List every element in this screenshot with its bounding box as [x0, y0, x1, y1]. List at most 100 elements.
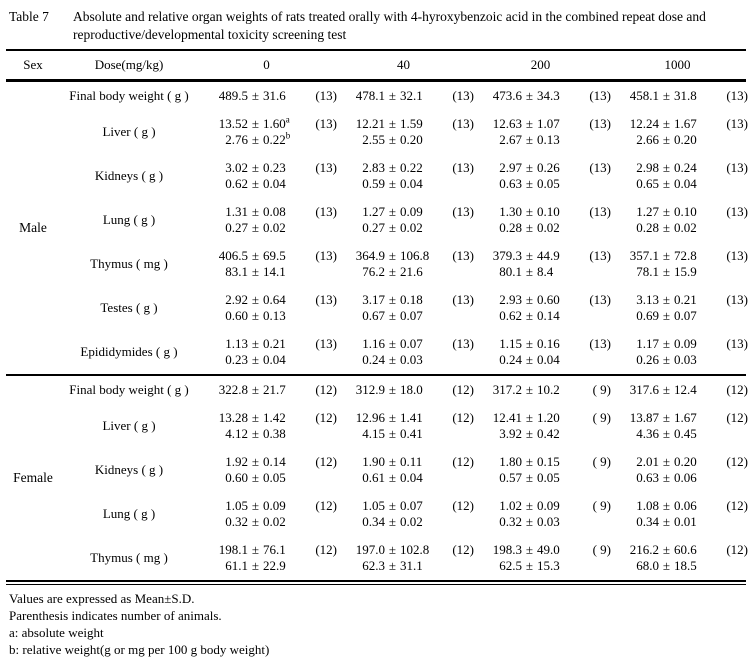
organ-label: Testes ( g ): [100, 300, 158, 315]
value-line: 458.1 ±31.8 (13): [615, 88, 748, 104]
value-line: 2.66 ±0.20: [615, 132, 746, 148]
sd-value: 0.16: [537, 336, 560, 351]
plus-minus-sign: ±: [525, 264, 534, 279]
organ-label: Liver ( g ): [102, 124, 156, 139]
measurement-cell: 1.90 ±0.11 (12) 0.61 ±0.04: [335, 448, 474, 492]
sd-value: 32.1: [400, 88, 423, 103]
mean-value: 2.76: [225, 132, 248, 147]
plus-minus-sign: ±: [525, 116, 534, 131]
sd-value: 0.07: [674, 308, 697, 323]
animal-count: (13): [315, 336, 337, 351]
plus-minus-sign: ±: [388, 498, 397, 513]
mean-value: 2.55: [362, 132, 385, 147]
sd-value: 0.05: [537, 176, 560, 191]
plus-minus-sign: ±: [251, 542, 260, 557]
sd-value: 0.14: [537, 308, 560, 323]
sd-value: 0.01: [674, 514, 697, 529]
value-line: 0.28 ±0.02: [478, 220, 609, 236]
plus-minus-sign: ±: [388, 88, 397, 103]
organ-label: Final body weight ( g ): [69, 88, 189, 103]
plus-minus-sign: ±: [525, 308, 534, 323]
mean-value: 83.1: [225, 264, 248, 279]
mean-value: 3.17: [362, 292, 385, 307]
value-line: 379.3 ±44.9 (13): [478, 248, 611, 264]
animal-count: (12): [726, 382, 748, 397]
value-line: 357.1 ±72.8 (13): [615, 248, 748, 264]
mean-value: 2.83: [362, 160, 385, 175]
organ-label: Thymus ( mg ): [90, 256, 168, 271]
mean-value: 62.3: [362, 558, 385, 573]
plus-minus-sign: ±: [251, 336, 260, 351]
mean-value: 3.02: [225, 160, 248, 175]
measurement-cell: 13.87 ±1.67 (12) 4.36 ±0.45: [609, 404, 748, 448]
table-title: Table 7 Absolute and relative organ weig…: [5, 6, 745, 49]
plus-minus-sign: ±: [662, 426, 671, 441]
table-row: Lung ( g ) 1.31 ±0.08 (13) 0.27 ±0.02 1.27 ±0.0…: [6, 198, 748, 242]
measurement-cell: 312.9 ±18.0 (12): [335, 375, 474, 404]
measurement-cell: 3.13 ±0.21 (13) 0.69 ±0.07: [609, 286, 748, 330]
table-row: Thymus ( mg ) 198.1 ±76.1 (12) 61.1 ±22.9 197.…: [6, 536, 748, 580]
animal-count: (13): [315, 248, 337, 263]
plus-minus-sign: ±: [388, 116, 397, 131]
value-line: 3.02 ±0.23 (13): [204, 160, 337, 176]
measurement-cell: 1.30 ±0.10 (13) 0.28 ±0.02: [472, 198, 611, 242]
plus-minus-sign: ±: [251, 498, 260, 513]
value-line: 12.24 ±1.67 (13): [615, 116, 748, 132]
animal-count: (13): [589, 88, 611, 103]
animal-count: (13): [589, 160, 611, 175]
measurement-cell: 1.17 ±0.09 (13) 0.26 ±0.03: [609, 330, 748, 375]
plus-minus-sign: ±: [662, 558, 671, 573]
animal-count: ( 9): [592, 498, 611, 513]
measurement-cell: 3.17 ±0.18 (13) 0.67 ±0.07: [335, 286, 474, 330]
value-line: 12.41 ±1.20 ( 9): [478, 410, 611, 426]
value-line: 68.0 ±18.5: [615, 558, 746, 574]
animal-count: ( 9): [592, 542, 611, 557]
sd-value: 22.9: [263, 558, 286, 573]
bottom-rule-thin: [6, 584, 746, 585]
sd-value: 0.15: [537, 454, 560, 469]
animal-count: (12): [315, 454, 337, 469]
animal-count: (13): [452, 336, 474, 351]
table-row: Male Final body weight ( g ) 489.5 ±31.6 (13…: [6, 81, 748, 235]
value-line: 364.9 ±106.8 (13): [341, 248, 474, 264]
value-line: 2.97 ±0.26 (13): [478, 160, 611, 176]
plus-minus-sign: ±: [388, 382, 397, 397]
mean-value: 0.24: [362, 352, 385, 367]
mean-value: 1.27: [362, 204, 385, 219]
sd-value: 31.8: [674, 88, 697, 103]
plus-minus-sign: ±: [251, 132, 260, 147]
value-line: 0.27 ±0.02: [341, 220, 472, 236]
mean-value: 2.93: [499, 292, 522, 307]
value-line: 0.23 ±0.04: [204, 352, 335, 368]
table-caption: Absolute and relative organ weights of r…: [73, 9, 706, 42]
value-line: 0.67 ±0.07: [341, 308, 472, 324]
value-line: 0.69 ±0.07: [615, 308, 746, 324]
sd-value: 44.9: [537, 248, 560, 263]
plus-minus-sign: ±: [525, 426, 534, 441]
plus-minus-sign: ±: [251, 352, 260, 367]
sd-value: 0.08: [263, 204, 286, 219]
header-sex: Sex: [23, 57, 43, 72]
mean-value: 1.17: [636, 336, 659, 351]
plus-minus-sign: ±: [388, 454, 397, 469]
sd-value: 0.09: [674, 336, 697, 351]
value-line: 1.90 ±0.11 (12): [341, 454, 474, 470]
header-dose-0: 0: [263, 57, 270, 72]
measurement-cell: 13.28 ±1.42 (12) 4.12 ±0.38: [198, 404, 337, 448]
mean-value: 4.15: [362, 426, 385, 441]
value-line: 62.5 ±15.3: [478, 558, 609, 574]
value-line: 80.1 ±8.4: [478, 264, 609, 280]
mean-value: 0.27: [362, 220, 385, 235]
plus-minus-sign: ±: [251, 426, 260, 441]
sd-value: 0.20: [400, 132, 423, 147]
plus-minus-sign: ±: [525, 220, 534, 235]
plus-minus-sign: ±: [388, 308, 397, 323]
mean-value: 12.24: [629, 116, 659, 131]
value-line: 0.63 ±0.06: [615, 470, 746, 486]
animal-count: (13): [315, 160, 337, 175]
table-row: Female Final body weight ( g ) 322.8 ±21.7(…: [6, 375, 748, 485]
sd-value: 0.14: [263, 454, 286, 469]
sd-value: 0.22: [400, 160, 423, 175]
value-line: 0.60 ±0.13: [204, 308, 335, 324]
plus-minus-sign: ±: [251, 410, 260, 425]
